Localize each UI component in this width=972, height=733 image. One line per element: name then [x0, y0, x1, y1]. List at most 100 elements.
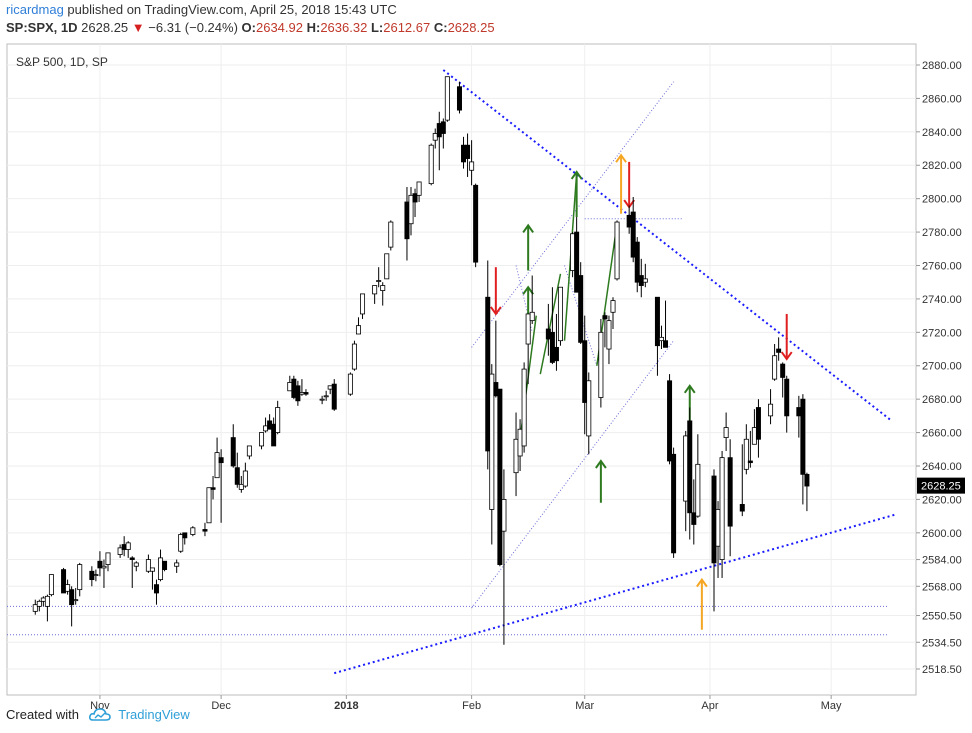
candle-up: [77, 562, 83, 597]
candle-down: [182, 532, 188, 545]
candle-down: [574, 217, 580, 293]
candle-up: [174, 559, 180, 573]
candle-body: [784, 378, 790, 417]
candle-body: [776, 348, 782, 353]
candle-body: [485, 296, 491, 452]
up-arrow-head-icon: [615, 153, 627, 163]
candle-down: [747, 430, 753, 468]
y-tick-label: 2550.50: [922, 611, 962, 623]
published-text: published on TradingView.com, April 25, …: [67, 2, 397, 17]
candle-down: [497, 388, 503, 567]
candle-up: [384, 253, 390, 280]
up-arrow-head-icon: [522, 223, 534, 233]
candle-body: [380, 285, 386, 291]
candle-body: [158, 557, 164, 581]
up-arrow-head-icon: [683, 384, 696, 394]
candle-body: [77, 564, 83, 591]
y-tick-label: 2740.00: [922, 294, 962, 306]
x-tick-label: Apr: [701, 700, 718, 712]
candle-body: [275, 407, 281, 433]
candle-body: [234, 467, 240, 485]
publish-line: ricardmag published on TradingView.com, …: [6, 2, 397, 17]
candle-up: [178, 532, 184, 553]
candle-body: [218, 457, 224, 464]
y-tick-label: 2780.00: [922, 227, 962, 239]
candle-down: [331, 379, 337, 411]
candle-down: [230, 424, 236, 468]
candle-down: [218, 449, 224, 523]
candle-body: [190, 527, 196, 535]
candle-body: [246, 445, 252, 457]
candle-up: [380, 282, 386, 306]
candle-up: [355, 317, 361, 335]
candle-up: [347, 372, 353, 396]
chart-title: S&P 500, 1D, SP: [16, 55, 108, 69]
candle-up: [416, 181, 422, 203]
down-arrow-head-icon: [780, 351, 793, 361]
open-label: O:: [241, 20, 256, 35]
candle-up: [614, 220, 620, 281]
candle-down: [97, 551, 103, 577]
up-arrow-head-icon: [595, 459, 607, 469]
y-tick-label: 2800.00: [922, 194, 962, 206]
candle-body: [602, 315, 608, 320]
candle-down: [61, 567, 67, 594]
candle-body: [751, 427, 757, 445]
candle-down: [804, 472, 810, 512]
candle-up: [695, 434, 701, 518]
candle-up: [145, 554, 151, 573]
price-change: −6.31 (−0.24%): [148, 20, 238, 35]
candle-body: [360, 293, 366, 315]
candle-body: [691, 512, 697, 525]
tradingview-link[interactable]: TradingView: [118, 707, 190, 722]
y-tick-label: 2640.00: [922, 461, 962, 473]
candle-body: [174, 562, 180, 567]
candle-body: [574, 231, 580, 293]
candle-body: [202, 529, 208, 532]
candle-up: [598, 318, 604, 408]
candle-body: [238, 483, 244, 490]
candle-body: [549, 331, 555, 363]
candle-body: [44, 595, 50, 607]
candle-up: [376, 267, 382, 288]
candle-body: [654, 296, 660, 347]
candle-up: [743, 424, 749, 475]
candle-body: [497, 388, 503, 565]
candle-up: [125, 541, 131, 558]
candle-body: [586, 380, 592, 437]
candle-down: [755, 399, 761, 458]
candle-up: [723, 412, 729, 451]
candle-up: [238, 476, 244, 493]
candle-down: [440, 118, 446, 149]
candle-body: [513, 438, 519, 474]
candle-body: [65, 584, 71, 592]
candle-body: [747, 460, 753, 464]
author-link[interactable]: ricardmag: [6, 2, 64, 17]
candle-body: [727, 457, 733, 527]
low-label: L:: [370, 20, 384, 35]
candle-body: [416, 181, 422, 196]
candle-body: [634, 241, 640, 283]
candle-body: [40, 597, 46, 602]
candle-body: [384, 253, 390, 280]
candle-body: [388, 221, 394, 248]
candle-body: [376, 280, 382, 282]
candle-body: [456, 86, 462, 111]
candle-body: [489, 373, 495, 510]
candle-body: [319, 398, 325, 401]
candle-body: [436, 123, 442, 138]
candle-body: [711, 475, 717, 564]
y-tick-label: 2660.00: [922, 428, 962, 440]
candle-up: [570, 232, 576, 278]
candle-body: [145, 559, 151, 572]
candle-body: [299, 392, 305, 395]
candle-body: [408, 194, 414, 225]
candle-body: [73, 599, 79, 602]
candle-body: [48, 574, 54, 596]
candle-body: [638, 275, 644, 286]
candle-up: [772, 344, 778, 381]
x-tick-label: 2018: [334, 700, 358, 712]
candle-up: [259, 432, 265, 450]
candle-body: [32, 604, 38, 612]
